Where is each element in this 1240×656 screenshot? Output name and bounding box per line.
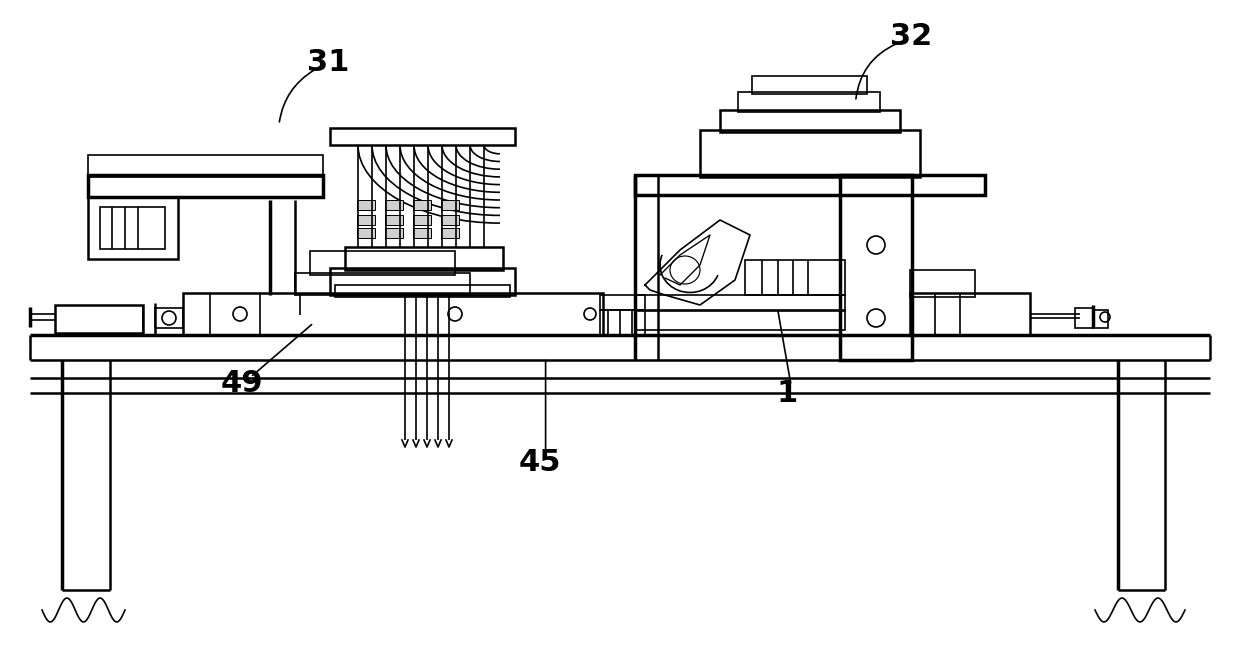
Bar xyxy=(745,260,844,295)
Bar xyxy=(184,293,603,335)
Bar xyxy=(600,310,645,335)
Bar xyxy=(413,200,432,210)
Bar xyxy=(441,215,459,225)
Bar xyxy=(413,228,432,238)
Bar xyxy=(55,305,143,333)
Bar xyxy=(155,308,184,328)
Bar xyxy=(720,110,900,132)
Text: 49: 49 xyxy=(221,369,263,398)
Bar xyxy=(1092,310,1109,328)
Bar xyxy=(295,273,470,295)
Bar xyxy=(701,130,920,177)
Bar xyxy=(441,200,459,210)
Text: 32: 32 xyxy=(890,22,932,51)
Bar xyxy=(357,200,374,210)
Bar xyxy=(1075,308,1092,328)
Bar xyxy=(335,285,510,297)
Bar xyxy=(345,247,503,270)
Bar xyxy=(839,175,911,360)
Bar xyxy=(88,155,322,177)
Text: 1: 1 xyxy=(776,379,799,408)
Bar xyxy=(751,76,867,94)
Bar xyxy=(357,215,374,225)
Bar xyxy=(384,215,403,225)
Bar xyxy=(413,215,432,225)
Bar xyxy=(88,197,179,259)
Bar xyxy=(100,207,165,249)
Text: 45: 45 xyxy=(518,448,560,477)
Bar xyxy=(330,128,515,145)
Bar xyxy=(384,228,403,238)
Bar xyxy=(357,228,374,238)
Bar xyxy=(310,251,455,275)
Bar xyxy=(635,310,844,330)
Bar xyxy=(910,270,975,297)
Bar xyxy=(738,92,880,112)
Bar xyxy=(635,295,844,311)
Bar xyxy=(635,175,985,195)
Bar xyxy=(384,200,403,210)
Bar xyxy=(441,228,459,238)
Bar xyxy=(88,175,322,197)
Bar xyxy=(910,293,1030,335)
Text: 31: 31 xyxy=(308,48,350,77)
Bar xyxy=(600,295,645,310)
Bar xyxy=(330,268,515,295)
